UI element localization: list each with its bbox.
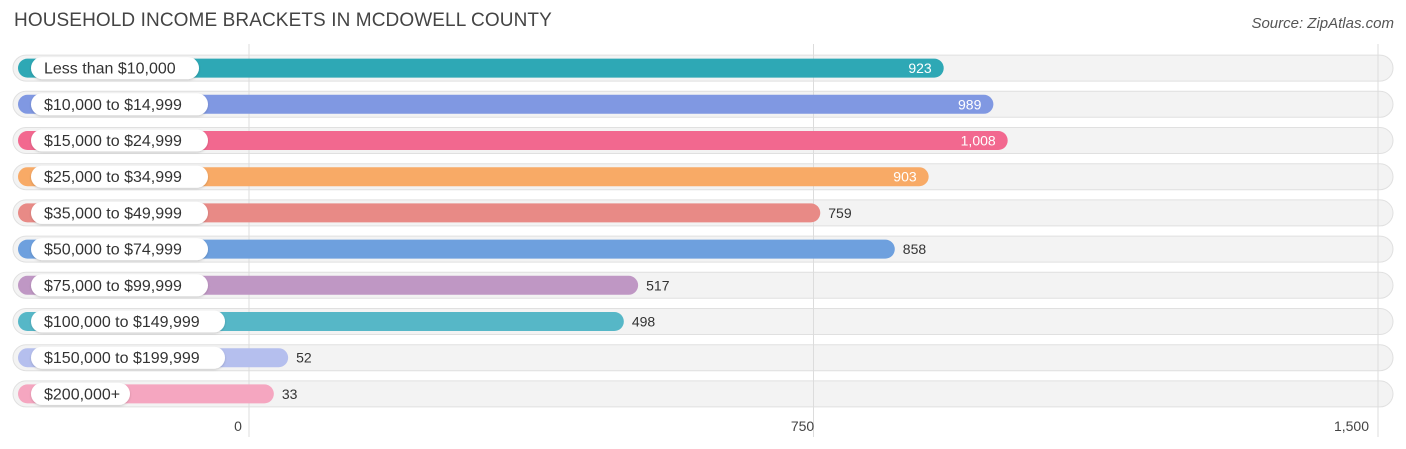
bar-row: $25,000 to $34,999 903: [18, 165, 929, 188]
bar: [18, 239, 895, 259]
category-label: $15,000 to $24,999: [44, 133, 182, 150]
x-tick-label: 750: [791, 418, 815, 434]
bars: Less than $10,000 923 $10,000 to $14,999 98…: [18, 57, 1008, 405]
category-label-pill: [31, 57, 199, 80]
category-label: $25,000 to $34,999: [44, 169, 182, 186]
row-track: [12, 380, 1394, 408]
bar-row: $150,000 to $199,999 52: [18, 346, 312, 369]
category-label: $35,000 to $49,999: [44, 205, 182, 222]
category-label: Less than $10,000: [44, 61, 176, 78]
bar-row: $10,000 to $14,999 989: [18, 93, 994, 116]
category-label-pill: [31, 238, 208, 261]
source-note: Source: ZipAtlas.com: [1251, 15, 1394, 32]
bar: [18, 131, 1008, 150]
bar-row: $75,000 to $99,999 517: [18, 274, 670, 297]
category-label-pill: [31, 93, 208, 116]
category-label-pill: [31, 165, 208, 188]
bar-row: $200,000+ 33: [18, 382, 298, 405]
bar: [18, 94, 994, 114]
bar-row: $15,000 to $24,999 1,008: [18, 129, 1008, 152]
bar-row: $35,000 to $49,999 759: [18, 201, 852, 224]
bar-row: $50,000 to $74,999 858: [18, 238, 927, 261]
category-label: $200,000+: [44, 386, 120, 403]
bar: [18, 167, 929, 187]
category-label-pill: [31, 310, 225, 333]
category-label-pill: [31, 382, 130, 405]
category-label: $150,000 to $199,999: [44, 350, 200, 367]
category-label-pill: [31, 274, 208, 297]
value-label: 903: [893, 169, 917, 185]
value-label: 989: [958, 96, 982, 112]
value-label: 517: [646, 277, 670, 293]
value-label: 498: [632, 314, 656, 330]
category-label: $75,000 to $99,999: [44, 278, 182, 295]
bar-row: $100,000 to $149,999 498: [18, 310, 656, 333]
value-label: 858: [903, 241, 927, 257]
category-label: $50,000 to $74,999: [44, 242, 182, 259]
x-axis: 0 750 1,500: [234, 418, 1369, 434]
x-tick-label: 1,500: [1334, 418, 1369, 434]
category-label-pill: [31, 346, 225, 369]
category-label-pill: [31, 129, 208, 152]
x-tick-label: 0: [234, 418, 242, 434]
category-label: $10,000 to $14,999: [44, 97, 182, 114]
bar: [18, 203, 821, 223]
bar: [18, 58, 944, 78]
category-label-pill: [31, 201, 208, 224]
value-label: 759: [828, 205, 852, 221]
value-label: 33: [282, 386, 298, 402]
chart-title: HOUSEHOLD INCOME BRACKETS IN MCDOWELL CO…: [14, 10, 552, 31]
row-track: [12, 344, 1394, 372]
value-label: 52: [296, 350, 312, 366]
bar-row: Less than $10,000 923: [18, 57, 944, 80]
value-label: 923: [908, 60, 932, 76]
value-label: 1,008: [961, 133, 996, 149]
category-label: $100,000 to $149,999: [44, 314, 200, 331]
